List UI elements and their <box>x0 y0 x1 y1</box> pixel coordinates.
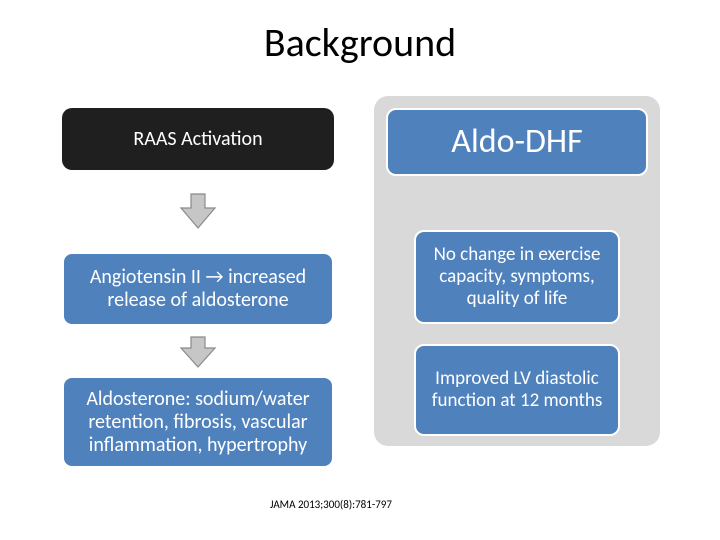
arrow-down-icon <box>179 192 217 230</box>
citation-text: JAMA 2013;300(8):781-797 <box>270 498 392 511</box>
slide: Background RAAS Activation Angiotensin I… <box>0 0 720 540</box>
node-label: Angiotensin II → increased release of al… <box>78 266 318 312</box>
slide-title: Background <box>0 18 720 67</box>
node-label: No change in exercise capacity, symptoms… <box>430 244 604 310</box>
node-raas-activation: RAAS Activation <box>62 108 334 170</box>
node-aldo-dhf-title: Aldo-DHF <box>386 108 648 176</box>
node-no-change: No change in exercise capacity, symptoms… <box>414 230 620 324</box>
node-label: RAAS Activation <box>133 128 262 151</box>
node-label: Improved LV diastolic function at 12 mon… <box>430 368 604 412</box>
node-label: Aldosterone: sodium/water retention, fib… <box>78 388 318 457</box>
node-label: Aldo-DHF <box>451 122 582 161</box>
node-aldosterone: Aldosterone: sodium/water retention, fib… <box>62 376 334 468</box>
node-improved-lv: Improved LV diastolic function at 12 mon… <box>414 344 620 436</box>
node-angiotensin: Angiotensin II → increased release of al… <box>62 252 334 326</box>
arrow-down-icon <box>179 336 217 368</box>
